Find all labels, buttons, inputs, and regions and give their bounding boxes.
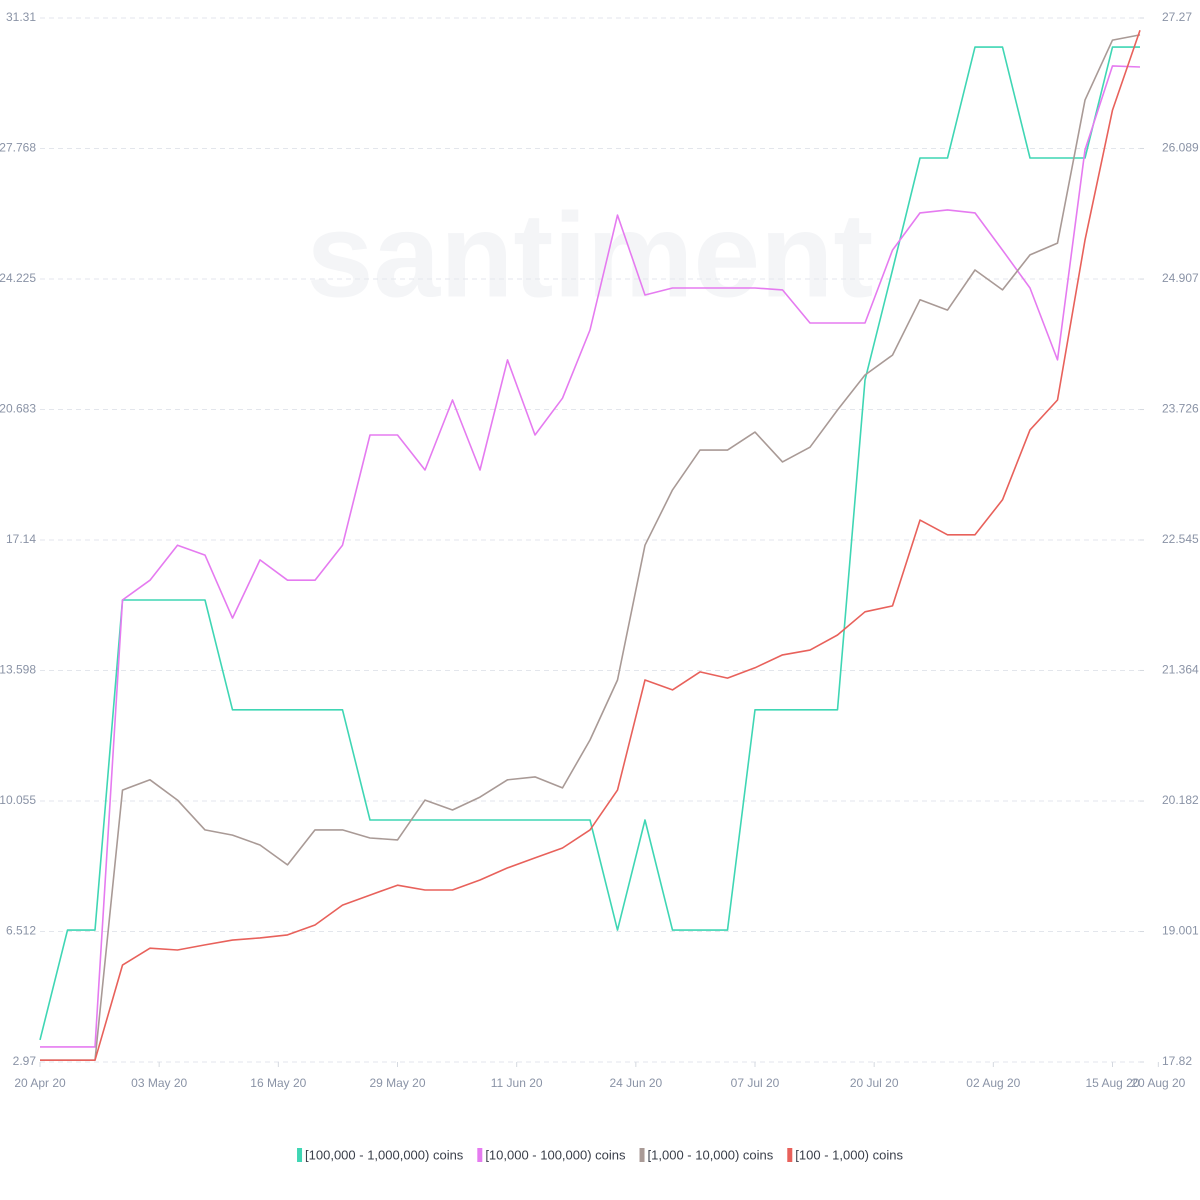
y2-tick-label: 21.364 [1162, 663, 1199, 677]
y-tick-label: 6.512 [6, 924, 36, 938]
x-tick-label: 02 Aug 20 [966, 1076, 1020, 1090]
legend-item: [100 - 1,000) coins [787, 1147, 903, 1162]
y2-tick-label: 19.001 [1162, 924, 1199, 938]
y-tick-label: 13.598 [0, 663, 36, 677]
y-tick-label: 27.768 [0, 141, 36, 155]
legend-swatch [639, 1148, 645, 1162]
x-tick-label: 20 Jul 20 [850, 1076, 899, 1090]
series-line [40, 65, 1141, 1048]
y2-tick-label: 17.82 [1162, 1054, 1192, 1068]
x-tick-label: 07 Jul 20 [731, 1076, 780, 1090]
series-line [39, 46, 1140, 1041]
series-line [40, 29, 1141, 1061]
y2-tick-label: 26.089 [1162, 141, 1199, 155]
y2-tick-label: 23.726 [1162, 402, 1199, 416]
x-tick-label: 24 Jun 20 [609, 1076, 662, 1090]
y-tick-label: 31.31 [6, 10, 36, 24]
x-tick-label: 03 May 20 [131, 1076, 187, 1090]
legend-swatch [297, 1148, 303, 1162]
x-tick-label: 20 Aug 20 [1131, 1076, 1185, 1090]
y2-tick-label: 27.27 [1162, 10, 1192, 24]
legend-label: [100,000 - 1,000,000) coins [305, 1147, 464, 1162]
y-tick-label: 17.14 [6, 532, 36, 546]
y-tick-label: 10.055 [0, 793, 36, 807]
watermark: santiment [307, 189, 874, 323]
y2-tick-label: 24.907 [1162, 271, 1199, 285]
y2-tick-label: 20.182 [1162, 793, 1199, 807]
legend-label: [1,000 - 10,000) coins [648, 1147, 774, 1162]
x-tick-label: 29 May 20 [369, 1076, 425, 1090]
x-tick-label: 15 Aug 20 [1085, 1076, 1139, 1090]
x-tick-label: 16 May 20 [250, 1076, 306, 1090]
legend-swatch [477, 1148, 483, 1162]
legend: [100,000 - 1,000,000) coins [10,000 - 100… [297, 1147, 903, 1162]
legend-item: [1,000 - 10,000) coins [639, 1147, 774, 1162]
y-tick-label: 2.97 [13, 1054, 37, 1068]
legend-label: [100 - 1,000) coins [795, 1147, 903, 1162]
legend-item: [100,000 - 1,000,000) coins [297, 1147, 464, 1162]
y-tick-label: 20.683 [0, 402, 36, 416]
legend-label: [10,000 - 100,000) coins [485, 1147, 626, 1162]
series-line [40, 34, 1141, 1061]
x-tick-label: 20 Apr 20 [14, 1076, 66, 1090]
y-tick-label: 24.225 [0, 271, 36, 285]
legend-swatch [787, 1148, 793, 1162]
legend-item: [10,000 - 100,000) coins [477, 1147, 626, 1162]
y2-tick-label: 22.545 [1162, 532, 1199, 546]
x-tick-label: 11 Jun 20 [491, 1076, 543, 1090]
